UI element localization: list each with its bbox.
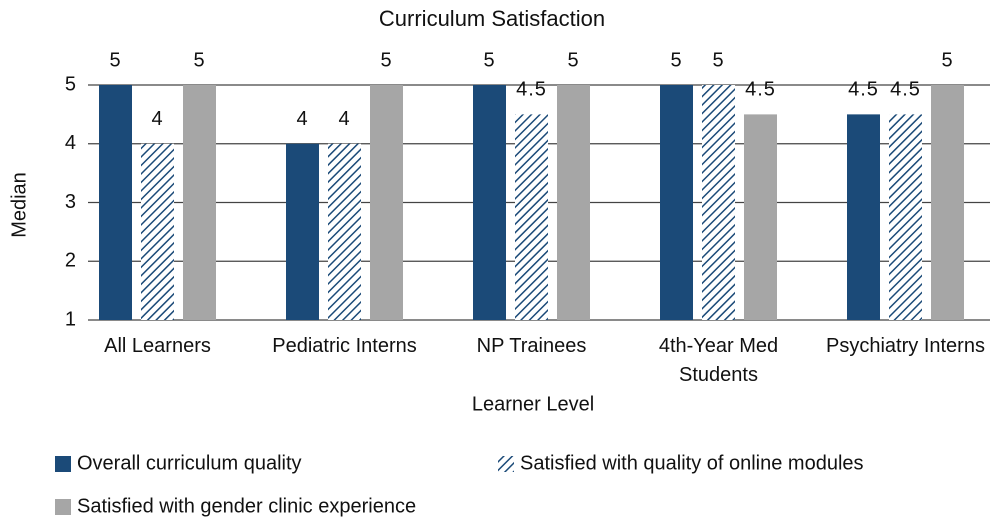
bar	[847, 114, 880, 320]
bar	[702, 85, 735, 320]
chart-title: Curriculum Satisfaction	[379, 6, 605, 31]
bar	[557, 85, 590, 320]
data-label: 4	[338, 108, 350, 130]
x-tick-label: 4th-Year Med Students	[658, 335, 779, 386]
y-tick-label: 4	[65, 132, 76, 154]
data-label: 4.5	[516, 79, 547, 101]
y-tick-label: 5	[65, 73, 76, 95]
data-label: 4.5	[848, 79, 879, 101]
bar	[660, 85, 693, 320]
y-tick-label: 3	[65, 191, 76, 213]
legend-swatch	[55, 499, 71, 515]
bar	[931, 85, 964, 320]
y-tick-label: 2	[65, 250, 76, 272]
x-tick-label: Pediatric Interns	[272, 335, 417, 357]
bar	[889, 114, 922, 320]
bar	[744, 114, 777, 320]
data-label: 5	[483, 49, 495, 71]
data-label: 5	[193, 49, 205, 71]
bar	[286, 143, 319, 320]
x-tick-label: All Learners	[104, 335, 211, 357]
x-tick-label: NP Trainees	[476, 335, 587, 357]
x-axis-label: Learner Level	[472, 393, 594, 415]
data-label: 5	[670, 49, 682, 71]
legend-label: Overall curriculum quality	[77, 452, 302, 474]
bar	[515, 114, 548, 320]
data-label: 5	[567, 49, 579, 71]
data-label: 4.5	[745, 79, 776, 101]
bar	[370, 85, 403, 320]
y-axis-label: Median	[8, 172, 30, 238]
data-label: 5	[109, 49, 121, 71]
bar	[473, 85, 506, 320]
legend-label: Satisfied with gender clinic experience	[77, 495, 416, 517]
data-label: 5	[380, 49, 392, 71]
y-tick-label: 1	[65, 308, 76, 330]
bar	[99, 85, 132, 320]
bar	[328, 143, 361, 320]
bar	[183, 85, 216, 320]
data-label: 4	[296, 108, 308, 130]
bar	[141, 143, 174, 320]
legend-swatch	[498, 456, 514, 472]
data-label: 5	[712, 49, 724, 71]
data-label: 4.5	[890, 79, 921, 101]
data-label: 5	[941, 49, 953, 71]
data-label: 4	[151, 108, 163, 130]
x-tick-label: Psychiatry Interns	[826, 335, 985, 357]
legend-swatch	[55, 456, 71, 472]
legend-label: Satisfied with quality of online modules	[520, 452, 864, 474]
